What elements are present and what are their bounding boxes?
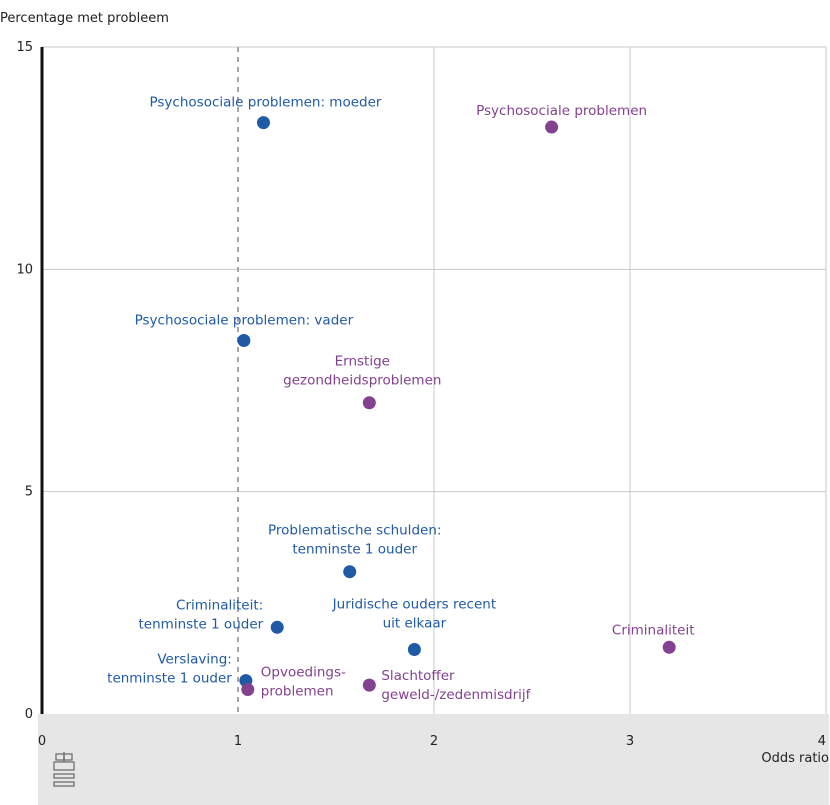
data-label: Ernstige <box>335 354 390 370</box>
data-label: Verslaving: <box>157 652 232 668</box>
x-tick-label: 2 <box>430 734 438 749</box>
grid-lines <box>42 46 827 714</box>
y-tick-label: 5 <box>25 485 33 500</box>
data-point <box>362 678 376 692</box>
data-point <box>407 643 421 657</box>
data-point <box>662 640 676 654</box>
data-label: Psychosociale problemen: moeder <box>150 95 382 111</box>
footer-band <box>38 714 829 805</box>
cbs-logo-icon <box>53 752 75 787</box>
data-label: Psychosociale problemen <box>476 103 647 119</box>
data-label: gezondheidsproblemen <box>283 373 441 389</box>
y-axis-title: Percentage met probleem <box>0 11 169 26</box>
y-tick-labels: 0 5 10 15 <box>16 40 33 722</box>
x-tick-labels: 0 1 2 3 4 <box>38 734 826 749</box>
data-label: Juridische ouders recent <box>332 597 496 613</box>
y-tick-label: 10 <box>16 262 33 277</box>
x-tick-label: 1 <box>234 734 242 749</box>
data-label: Criminaliteit: <box>176 597 263 613</box>
y-tick-label: 15 <box>16 40 33 55</box>
data-label: Psychosociale problemen: vader <box>135 312 354 328</box>
x-axis-title: Odds ratio <box>761 751 829 766</box>
data-point <box>362 396 376 410</box>
data-point <box>237 333 251 347</box>
data-label: Problematische schulden: <box>268 523 441 539</box>
data-point <box>241 683 255 697</box>
data-label: problemen <box>261 684 334 700</box>
data-point <box>545 120 559 134</box>
data-label: tenminste 1 ouder <box>107 671 232 687</box>
data-labels: Psychosociale problemen: moeder Psychosoc… <box>107 95 694 704</box>
data-label: Criminaliteit <box>612 622 695 638</box>
data-label: tenminste 1 ouder <box>292 542 417 558</box>
data-label: tenminste 1 ouder <box>139 616 264 632</box>
data-label: Slachtoffer <box>381 668 455 684</box>
data-label: uit elkaar <box>383 616 447 632</box>
data-point <box>343 565 357 579</box>
data-points <box>237 116 676 697</box>
x-tick-label: 4 <box>818 734 826 749</box>
data-point <box>256 116 270 130</box>
data-point <box>270 620 284 634</box>
data-label: Opvoedings- <box>261 665 346 681</box>
x-tick-label: 3 <box>626 734 634 749</box>
data-label: geweld-/zedenmisdrijf <box>381 687 531 703</box>
x-tick-label: 0 <box>38 734 46 749</box>
y-tick-label: 0 <box>25 707 33 722</box>
